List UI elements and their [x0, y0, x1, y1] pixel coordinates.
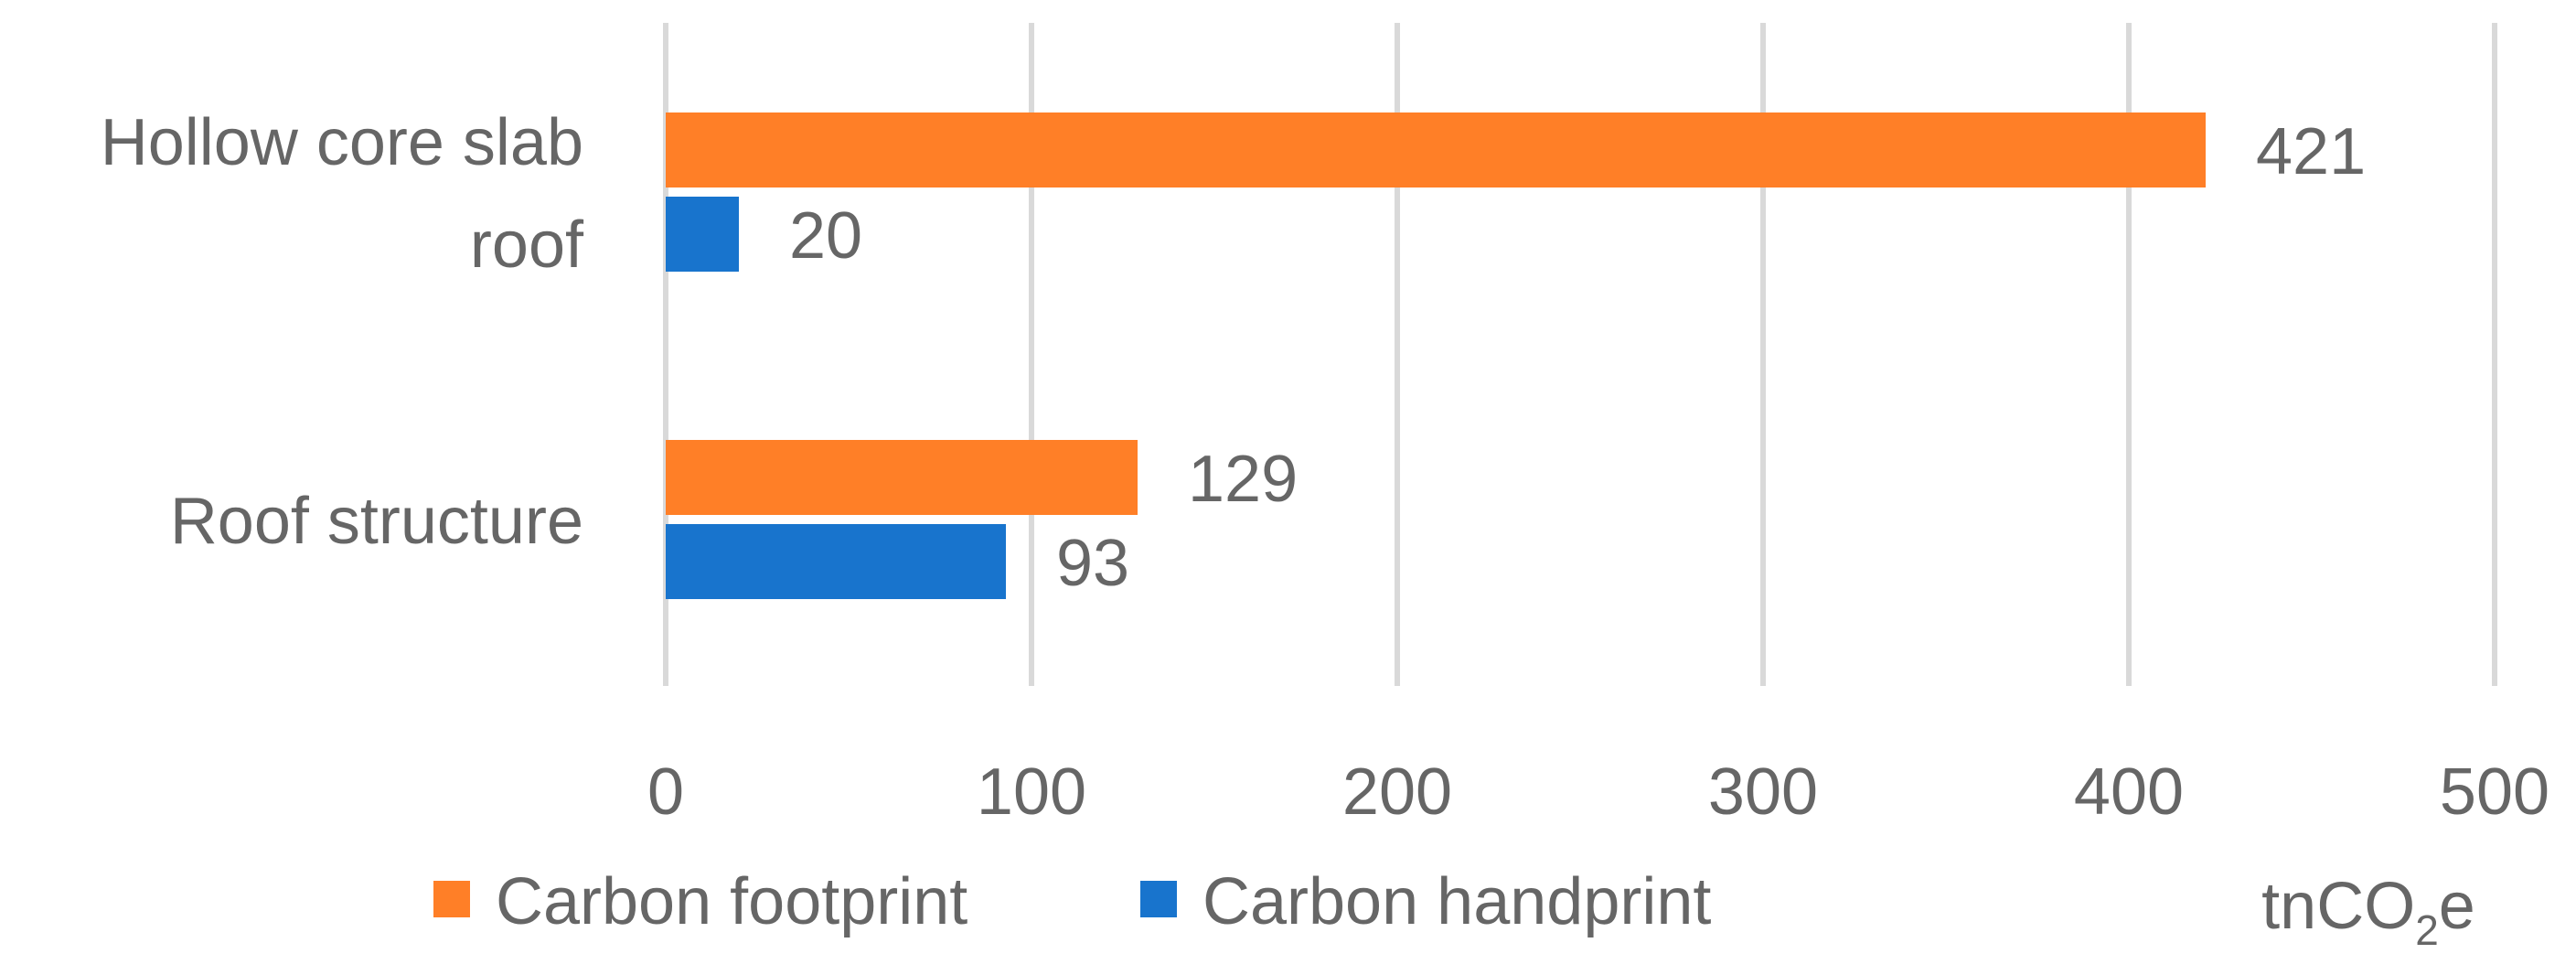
- x-tick-label-500: 500: [2440, 755, 2549, 829]
- unit-label: tnCO2e: [2261, 870, 2475, 954]
- unit-base: tnCO: [2261, 870, 2415, 943]
- legend-swatch-carbon-footprint: [433, 881, 470, 917]
- data-label-carbon-handprint-1: 93: [1056, 527, 1129, 600]
- category-label-0-0: Hollow core slab: [101, 106, 583, 179]
- bar-carbon-handprint-0: [666, 197, 739, 272]
- bar-carbon-footprint-1: [666, 440, 1138, 515]
- category-label-1-0: Roof structure: [170, 485, 583, 558]
- bar-carbon-handprint-1: [666, 524, 1006, 599]
- bar-carbon-footprint-0: [666, 112, 2206, 188]
- x-tick-label-400: 400: [2074, 755, 2184, 829]
- x-tick-label-0: 0: [647, 755, 684, 829]
- legend: Carbon footprint Carbon handprint: [433, 865, 1711, 938]
- data-labels: 421 20 129 93: [789, 115, 2366, 600]
- legend-swatch-carbon-handprint: [1140, 881, 1177, 917]
- x-tick-labels: 0 100 200 300 400 500: [647, 755, 2549, 829]
- legend-label-carbon-footprint: Carbon footprint: [496, 865, 967, 938]
- category-label-0-1: roof: [470, 209, 584, 282]
- unit-subscript: 2: [2415, 906, 2439, 954]
- unit-suffix: e: [2439, 870, 2475, 943]
- x-tick-label-300: 300: [1708, 755, 1818, 829]
- data-label-carbon-handprint-0: 20: [789, 199, 862, 273]
- category-labels: Hollow core slab roof Roof structure: [101, 106, 584, 558]
- bars: [666, 112, 2206, 599]
- x-tick-label-100: 100: [977, 755, 1086, 829]
- x-tick-label-200: 200: [1342, 755, 1452, 829]
- legend-label-carbon-handprint: Carbon handprint: [1202, 865, 1711, 938]
- data-label-carbon-footprint-1: 129: [1188, 443, 1298, 516]
- data-label-carbon-footprint-0: 421: [2256, 115, 2366, 188]
